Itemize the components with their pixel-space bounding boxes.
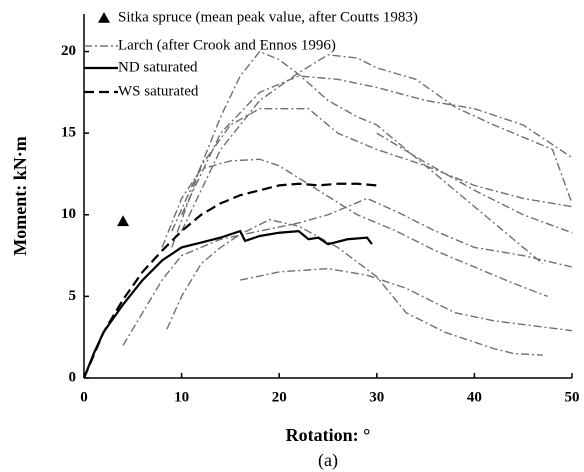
- x-tick-label: 50: [565, 389, 580, 405]
- series-line: [180, 75, 573, 216]
- marker: [117, 215, 130, 227]
- caption: (a): [318, 450, 338, 471]
- series-line: [82, 229, 373, 379]
- legend-label: Larch (after Crook and Ennos 1996): [118, 37, 336, 53]
- x-axis-label: Rotation: °: [286, 425, 371, 445]
- series-line: [82, 182, 377, 379]
- y-tick-label: 10: [61, 206, 76, 222]
- x-tick-label: 40: [467, 389, 482, 405]
- series-line: [171, 107, 573, 232]
- y-tick-label: 20: [61, 43, 76, 59]
- y-axis-label: Moment: kN·m: [10, 136, 30, 255]
- series-line: [180, 54, 573, 232]
- x-tick-label: 0: [80, 389, 88, 405]
- series-line: [166, 218, 543, 356]
- series-line: [376, 132, 573, 234]
- y-tick-label: 5: [69, 288, 77, 304]
- series-line: [240, 267, 573, 332]
- y-tick-label: 15: [61, 125, 76, 141]
- series-line: [171, 50, 544, 265]
- y-tick-label: 0: [69, 369, 77, 385]
- series-line: [122, 197, 573, 346]
- legend-marker: [98, 12, 110, 23]
- x-tick-label: 30: [369, 389, 384, 405]
- series-line: [161, 158, 548, 298]
- x-tick-label: 10: [174, 389, 189, 405]
- legend-label: Sitka spruce (mean peak value, after Cou…: [118, 9, 418, 25]
- legend-label: WS saturated: [118, 83, 199, 99]
- legend-label: ND saturated: [118, 59, 198, 75]
- x-tick-label: 20: [272, 389, 287, 405]
